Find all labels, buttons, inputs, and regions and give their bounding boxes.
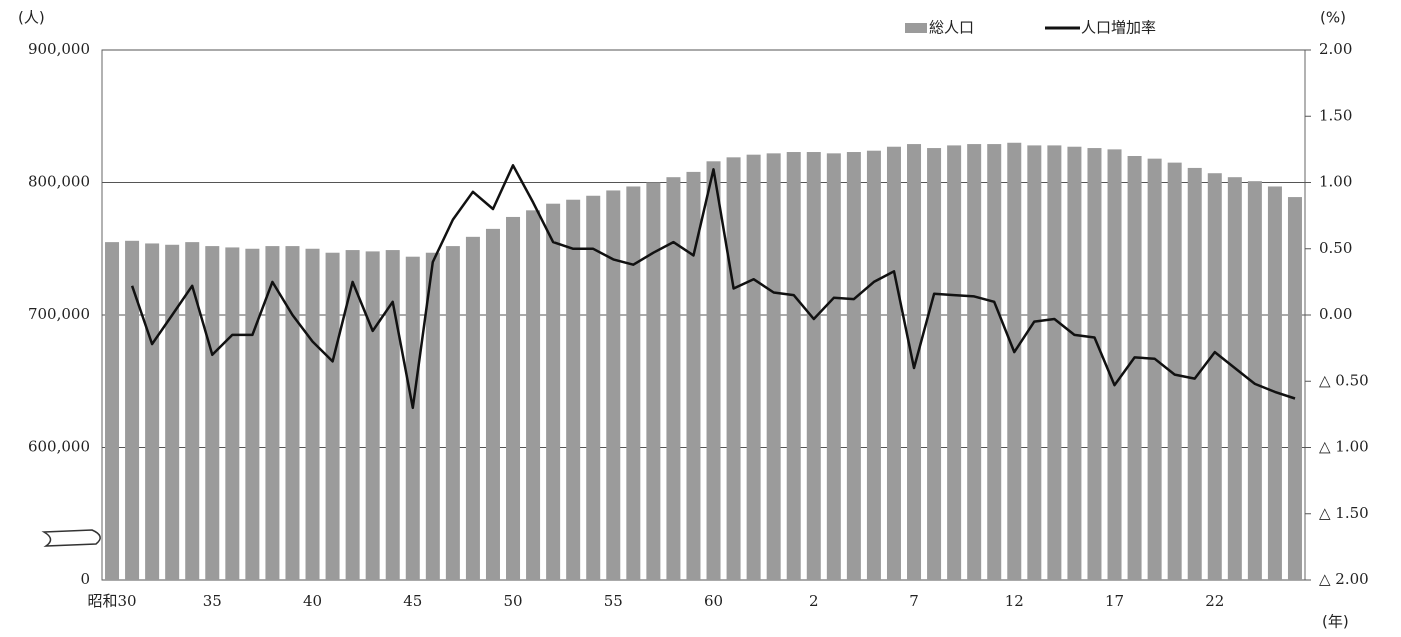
bar [526, 210, 541, 580]
bar [766, 153, 781, 580]
x-tick-label: 50 [503, 592, 522, 610]
bar [365, 251, 380, 580]
bar [1087, 148, 1102, 581]
bar [866, 150, 881, 580]
bar [927, 148, 942, 581]
y-tick-label: 700,000 [28, 305, 90, 323]
bar [1287, 197, 1302, 580]
bar [305, 248, 320, 580]
bar [485, 228, 500, 580]
bar [586, 195, 601, 580]
legend-swatch [905, 23, 927, 33]
line [130, 164, 1296, 410]
bar [445, 246, 460, 580]
y2-tick-label: △ 1.00 [1319, 438, 1369, 456]
bar [1207, 173, 1222, 580]
x-tick-label: 17 [1105, 592, 1124, 610]
x-tick-label: 22 [1205, 592, 1224, 610]
bar [1067, 146, 1082, 580]
y-axis-label: (人) [18, 9, 45, 27]
bar [1027, 145, 1042, 580]
bar [1267, 186, 1282, 580]
x-tick-label: 60 [704, 592, 723, 610]
bar [826, 153, 841, 580]
x-tick-label: 45 [403, 592, 422, 610]
bar [686, 171, 701, 580]
y2-tick-label: 2.00 [1319, 40, 1352, 58]
bar [185, 242, 200, 580]
bar [806, 152, 821, 580]
bar [706, 161, 721, 581]
bar [987, 144, 1002, 580]
bar [1007, 142, 1022, 580]
bar [245, 248, 260, 580]
bar [385, 250, 400, 580]
x-tick-label: 昭和30 [87, 592, 136, 610]
bar [546, 203, 561, 580]
bar [1227, 177, 1242, 580]
bar [205, 246, 220, 580]
y-tick-label: 0 [80, 570, 90, 588]
bar [947, 145, 962, 580]
y2-tick-label: 1.00 [1319, 173, 1352, 191]
bar [425, 252, 440, 580]
bar [225, 247, 240, 581]
bar [646, 182, 661, 580]
y2-tick-label: △ 1.50 [1319, 504, 1369, 522]
y2-tick-label: 0.50 [1319, 239, 1352, 257]
x-tick-label: 2 [809, 592, 819, 610]
axis-break [41, 529, 101, 547]
bar [666, 177, 681, 580]
bar [325, 252, 340, 580]
bar [1107, 149, 1122, 580]
y-tick-label: 600,000 [28, 438, 90, 456]
bar [1167, 162, 1182, 580]
bar [506, 216, 521, 580]
bar [566, 199, 581, 580]
y-tick-label: 800,000 [28, 173, 90, 191]
bar [606, 190, 621, 580]
bar [1127, 156, 1142, 580]
bar [465, 236, 480, 580]
bar [1187, 167, 1202, 581]
bar [145, 243, 160, 580]
x-tick-label: 7 [909, 592, 919, 610]
bar [405, 256, 420, 580]
bar [345, 250, 360, 580]
bar [1047, 145, 1062, 580]
y2-tick-label: △ 2.00 [1319, 570, 1369, 588]
y2-tick-label: △ 0.50 [1319, 371, 1369, 389]
bar [967, 144, 982, 580]
y2-tick-label: 1.50 [1319, 106, 1352, 124]
bar [265, 246, 280, 580]
x-tick-label: 40 [303, 592, 322, 610]
x-tick-label: 12 [1005, 592, 1024, 610]
legend-label: 総人口 [929, 19, 974, 37]
bar [285, 246, 300, 580]
y2-axis-label: (%) [1320, 9, 1346, 27]
x-axis-label: (年) [1322, 613, 1349, 631]
bar [886, 146, 901, 580]
bar [846, 152, 861, 580]
bar [786, 152, 801, 580]
legend-label: 人口増加率 [1081, 19, 1156, 37]
x-tick-label: 55 [604, 592, 623, 610]
bar [726, 157, 741, 580]
bar [1247, 181, 1262, 581]
bar [746, 154, 761, 581]
bar [1147, 158, 1162, 580]
x-tick-label: 35 [203, 592, 222, 610]
bar [105, 242, 120, 580]
bar [626, 186, 641, 580]
bar [165, 244, 180, 580]
bar [125, 240, 140, 581]
y2-tick-label: 0.00 [1319, 305, 1352, 323]
y-tick-label: 900,000 [28, 40, 90, 58]
